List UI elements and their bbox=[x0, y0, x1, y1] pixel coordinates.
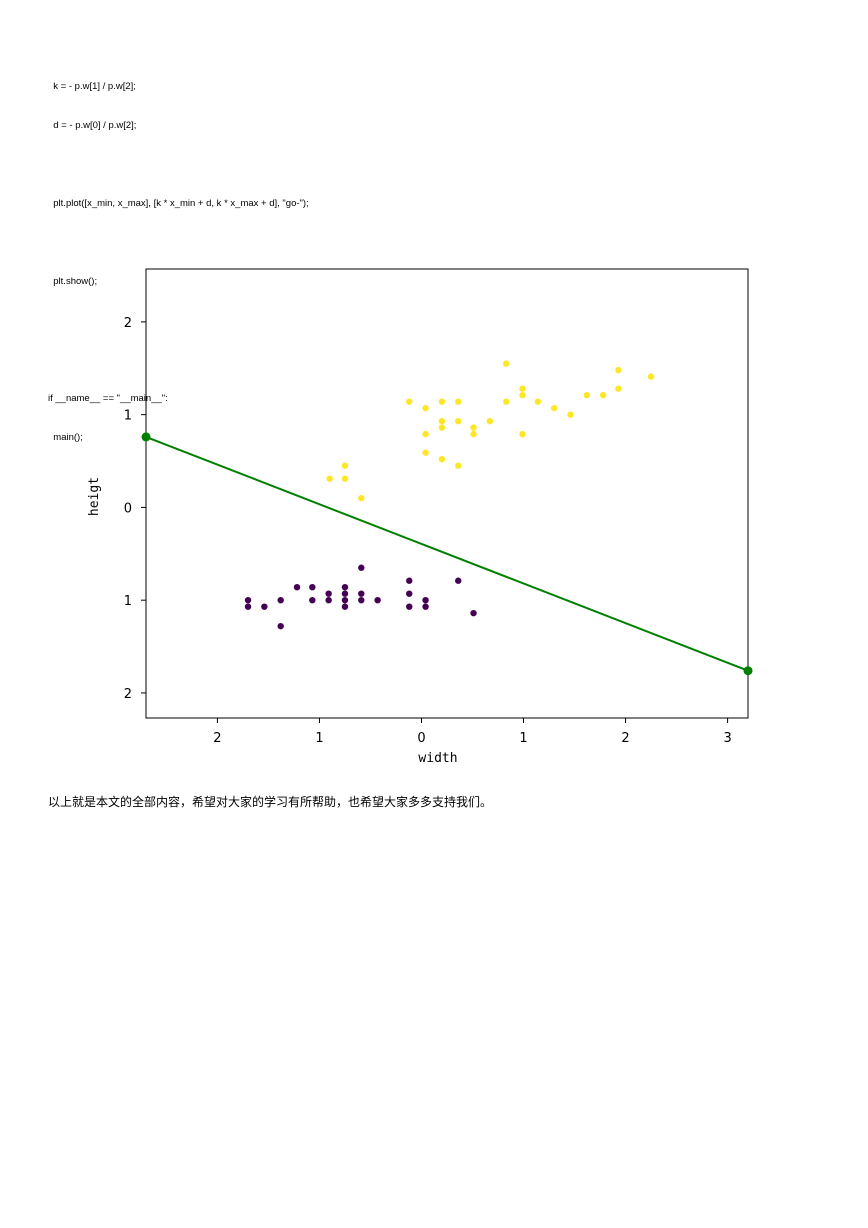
data-point-0 bbox=[455, 398, 462, 405]
data-point-0 bbox=[422, 449, 429, 456]
data-point-1 bbox=[374, 596, 381, 604]
code-line: d = - p.w[0] / p.w[2]; bbox=[48, 120, 137, 131]
code-line: plt.show(); bbox=[48, 276, 98, 287]
data-point-0 bbox=[519, 391, 526, 399]
footer-text: 以上就是本文的全部内容，希望对大家的学习有所帮助，也希望大家多多支持我们。 bbox=[48, 795, 493, 809]
plot-area: 2 1 0 1 2 3 2 1 0 1 2 bbox=[124, 268, 753, 746]
data-point-1 bbox=[309, 596, 316, 604]
code-line: k = - p.w[1] / p.w[2]; bbox=[48, 81, 136, 92]
y-tick-label: 0 bbox=[124, 501, 132, 516]
y-tick-label: 2 bbox=[124, 316, 132, 331]
data-point-1 bbox=[406, 603, 413, 610]
data-point-0 bbox=[341, 475, 349, 482]
x-tick-label: 1 bbox=[315, 731, 323, 746]
data-point-0 bbox=[583, 391, 590, 399]
data-point-0 bbox=[615, 385, 622, 392]
data-point-0 bbox=[470, 430, 477, 438]
data-point-0 bbox=[438, 424, 446, 431]
y-tick-label: 1 bbox=[124, 409, 132, 424]
data-point-0 bbox=[567, 411, 574, 418]
data-point-0 bbox=[534, 398, 542, 405]
data-point-0 bbox=[358, 494, 365, 502]
data-point-1 bbox=[325, 596, 332, 604]
plot-frame bbox=[145, 268, 749, 719]
y-tick-label: 1 bbox=[124, 594, 132, 609]
x-axis-label: width bbox=[418, 751, 457, 766]
data-point-1 bbox=[455, 577, 462, 584]
data-point-0 bbox=[422, 430, 429, 438]
data-point-1 bbox=[358, 564, 365, 571]
data-point-0 bbox=[502, 360, 510, 367]
y-axis-label: heigt bbox=[87, 477, 102, 516]
data-point-1 bbox=[422, 596, 429, 604]
data-point-1 bbox=[309, 583, 316, 591]
data-point-1 bbox=[261, 603, 268, 610]
data-point-1 bbox=[470, 609, 477, 617]
data-point-1 bbox=[341, 583, 349, 591]
data-point-0 bbox=[647, 373, 655, 380]
scatter-chart: 2 1 0 1 2 3 2 1 0 1 2 width heigt bbox=[87, 268, 753, 766]
data-point-0 bbox=[550, 404, 558, 412]
y-tick-label: 2 bbox=[124, 687, 132, 702]
data-point-1 bbox=[277, 622, 284, 630]
data-point-1 bbox=[244, 603, 252, 610]
data-point-1 bbox=[422, 603, 429, 610]
code-line bbox=[48, 158, 309, 171]
data-point-0 bbox=[406, 398, 413, 405]
data-point-0 bbox=[438, 417, 446, 425]
line-endpoint bbox=[141, 432, 151, 442]
data-point-1 bbox=[244, 596, 252, 604]
x-tick-label: 2 bbox=[213, 731, 221, 746]
code-line: plt.plot([x_min, x_max], [k * x_min + d,… bbox=[48, 198, 309, 209]
x-tick-label: 1 bbox=[519, 731, 527, 746]
code-line: main(); bbox=[48, 432, 83, 443]
data-point-0 bbox=[438, 455, 446, 463]
data-point-0 bbox=[615, 366, 622, 374]
line-endpoint bbox=[743, 666, 753, 676]
data-point-1 bbox=[358, 590, 365, 597]
x-tick-label: 2 bbox=[621, 731, 629, 746]
x-tick-label: 3 bbox=[723, 731, 731, 746]
data-point-0 bbox=[326, 475, 333, 482]
data-point-1 bbox=[358, 596, 365, 604]
data-point-1 bbox=[341, 603, 349, 610]
data-point-1 bbox=[341, 590, 349, 597]
code-line bbox=[48, 236, 309, 249]
data-point-0 bbox=[470, 424, 477, 431]
x-tick-label: 0 bbox=[417, 731, 425, 746]
decision-line bbox=[145, 435, 749, 672]
data-point-1 bbox=[406, 577, 413, 584]
data-point-1 bbox=[277, 596, 284, 604]
data-point-1 bbox=[406, 590, 413, 597]
data-point-0 bbox=[341, 462, 349, 469]
data-point-1 bbox=[293, 583, 301, 591]
data-point-0 bbox=[502, 398, 510, 405]
data-point-0 bbox=[438, 398, 446, 405]
code-line: if __name__ == "__main__": bbox=[48, 393, 168, 404]
data-point-0 bbox=[455, 462, 462, 469]
code-snippet: k = - p.w[1] / p.w[2]; d = - p.w[0] / p.… bbox=[48, 54, 309, 457]
data-point-0 bbox=[455, 417, 462, 425]
data-point-0 bbox=[519, 385, 526, 392]
data-point-0 bbox=[599, 391, 607, 399]
data-point-0 bbox=[486, 417, 494, 425]
data-point-0 bbox=[422, 404, 429, 412]
data-point-0 bbox=[519, 430, 526, 438]
data-point-1 bbox=[341, 596, 349, 604]
data-point-1 bbox=[325, 590, 332, 597]
